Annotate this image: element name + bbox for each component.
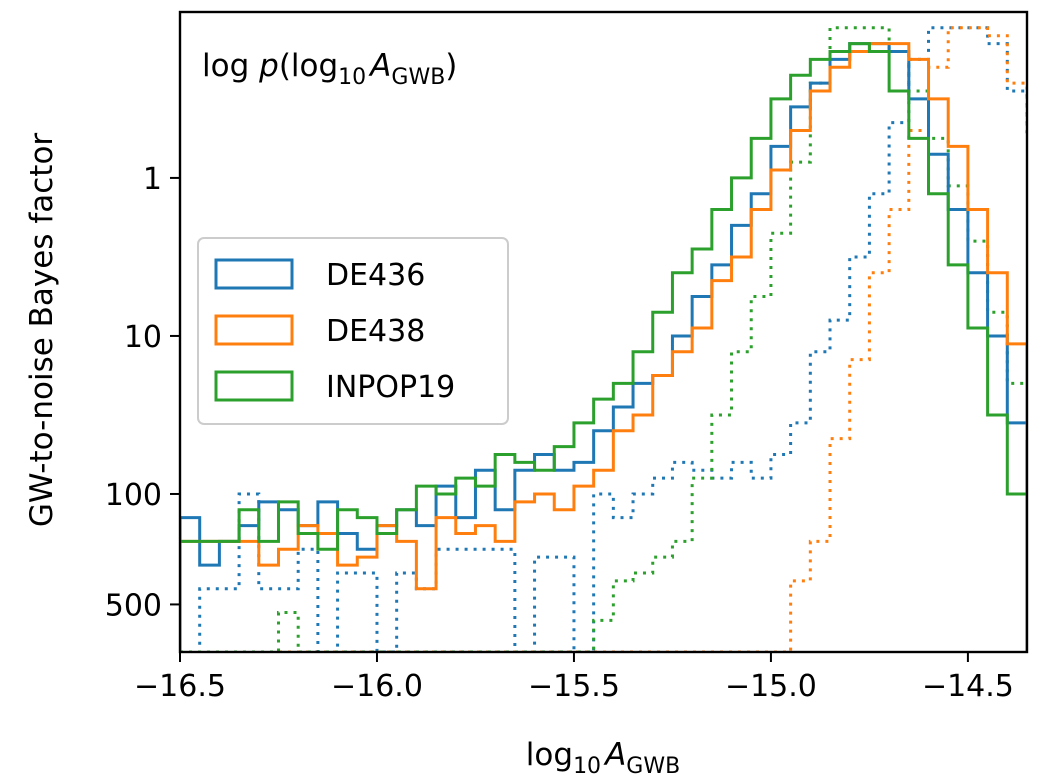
plot-frame xyxy=(178,10,1029,654)
y-tick-label: 500 xyxy=(105,588,162,623)
legend-label-inpop19: INPOP19 xyxy=(326,370,455,405)
legend-label-de436: DE436 xyxy=(326,258,425,293)
ticks-layer: −16.5 −16.0 −15.5 −15.0 −14.5 1 10 100 500 xyxy=(105,162,1014,704)
y-tick-label: 100 xyxy=(105,478,162,513)
y-axis-title: GW-to-noise Bayes factor xyxy=(24,133,60,528)
series-inpop19 xyxy=(180,42,1027,652)
x-axis-title: log10 AGWB xyxy=(526,737,680,779)
y-tick-label: 1 xyxy=(143,162,162,197)
series-de438 xyxy=(180,42,1027,652)
y-tick-label: 10 xyxy=(124,320,162,355)
legend-swatch-de438 xyxy=(214,314,294,346)
legend-label-de438: DE438 xyxy=(326,314,425,349)
series-layer xyxy=(180,26,1027,652)
x-tick-label: −14.5 xyxy=(922,669,1014,704)
series-de436 xyxy=(180,42,1027,652)
legend: DE436 DE438 INPOP19 xyxy=(197,237,509,425)
x-tick-label: −15.0 xyxy=(725,669,817,704)
legend-swatch-de436 xyxy=(214,258,294,290)
legend-box xyxy=(197,237,509,425)
legend-swatch-inpop19 xyxy=(214,370,294,402)
x-tick-label: −16.5 xyxy=(134,669,226,704)
plot-title: log p(log10 AGWB) xyxy=(202,48,457,90)
x-tick-label: −16.0 xyxy=(331,669,423,704)
x-tick-label: −15.5 xyxy=(528,669,620,704)
